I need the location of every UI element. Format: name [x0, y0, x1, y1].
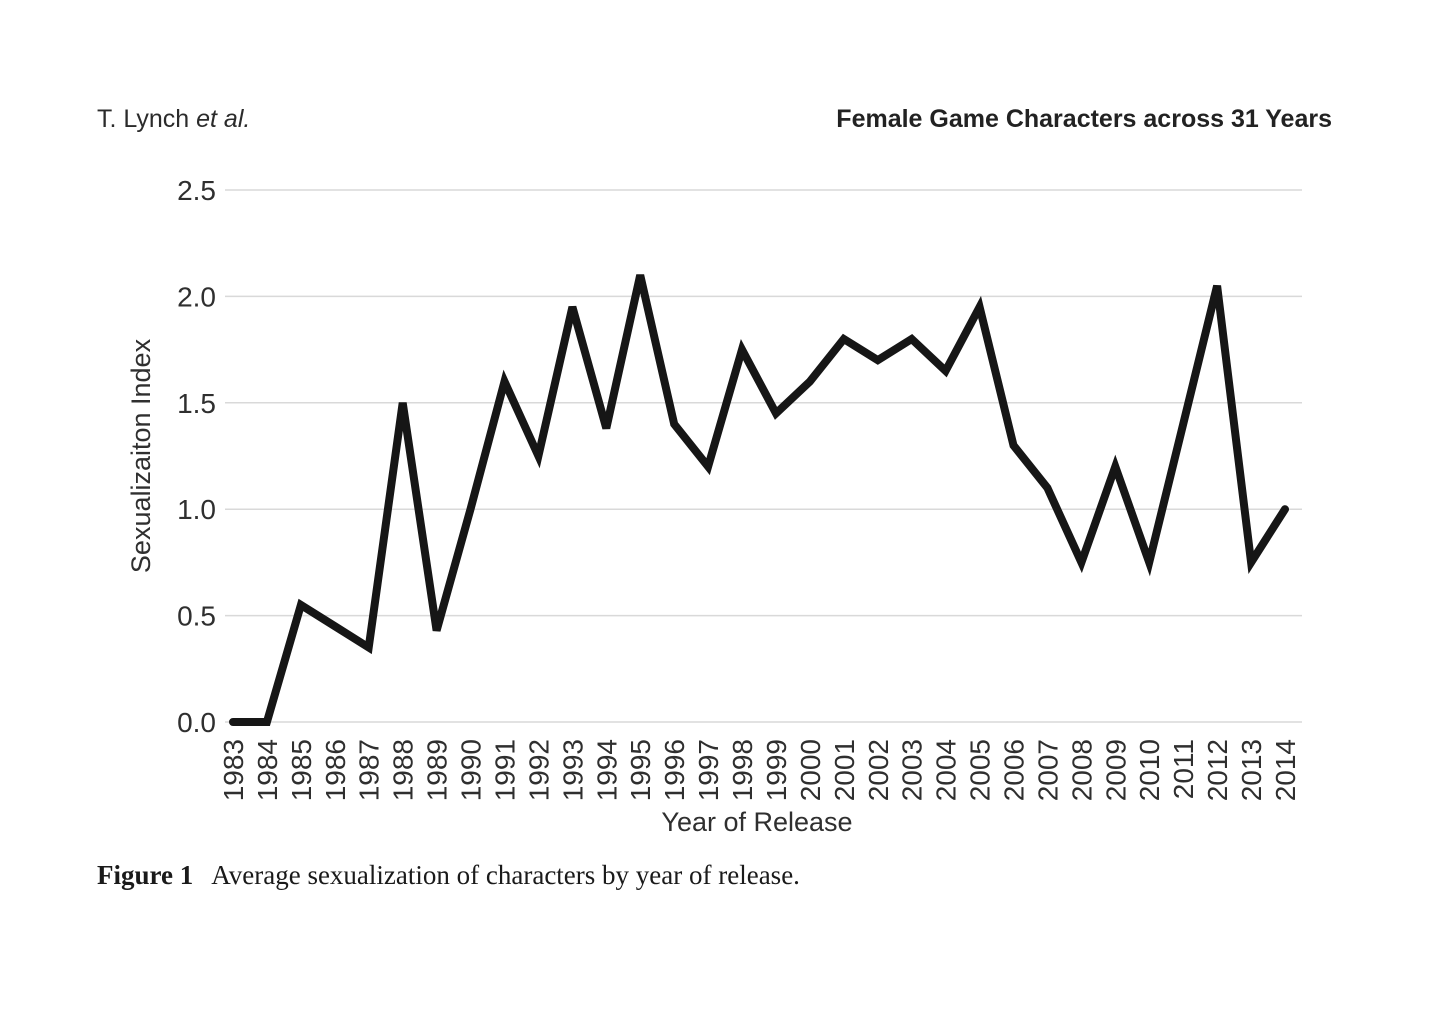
data-line [229, 274, 1289, 726]
author-name: T. Lynch [97, 105, 190, 133]
author-etal: et al. [196, 105, 251, 133]
x-tick-label: 2009 [1100, 739, 1131, 801]
x-tick-label: 2001 [829, 739, 860, 801]
x-tick-label: 1994 [591, 739, 622, 801]
y-tick-label: 0.0 [177, 707, 216, 738]
figure-caption-text: Average sexualization of characters by y… [211, 860, 800, 890]
figure-label: Figure 1 [97, 860, 194, 890]
x-tick-label: 1993 [557, 739, 588, 801]
x-tick-label: 1986 [320, 739, 351, 801]
x-tick-label: 2012 [1202, 739, 1233, 801]
x-tick-label: 2013 [1236, 739, 1267, 801]
x-tick-label: 2005 [965, 739, 996, 801]
x-tick-label: 1985 [286, 739, 317, 801]
y-tick-label: 2.5 [177, 175, 216, 206]
running-head-title: Female Game Characters across 31 Years [836, 105, 1332, 133]
y-tick-label: 1.0 [177, 494, 216, 525]
x-tick-label: 2002 [863, 739, 894, 801]
x-tick-label: 1988 [388, 739, 419, 801]
x-tick-label: 1996 [659, 739, 690, 801]
x-tick-label: 1995 [625, 739, 656, 801]
x-tick-label: 1997 [693, 739, 724, 801]
x-tick-label: 1983 [218, 739, 249, 801]
x-tick-label: 2014 [1270, 739, 1301, 801]
x-tick-label: 2011 [1168, 739, 1199, 799]
x-tick-label: 2010 [1134, 739, 1165, 801]
x-tick-label: 1990 [456, 739, 487, 801]
x-tick-label: 2006 [999, 739, 1030, 801]
x-tick-label: 1984 [252, 739, 283, 801]
x-axis-title: Year of Release [661, 807, 852, 837]
y-tick-label: 2.0 [177, 281, 216, 312]
y-tick-label: 1.5 [177, 388, 216, 419]
x-tick-label: 1991 [489, 739, 520, 801]
x-tick-label: 2003 [897, 739, 928, 801]
x-tick-label: 2004 [931, 739, 962, 801]
x-tick-label: 1999 [761, 739, 792, 801]
running-head-author: T. Lynch et al. [97, 105, 250, 134]
y-tick-label: 0.5 [177, 601, 216, 632]
y-axis-title: Sexualizaiton Index [126, 338, 156, 573]
x-tick-label: 1992 [523, 739, 554, 801]
x-tick-label: 2008 [1066, 739, 1097, 801]
x-tick-label: 1987 [354, 739, 385, 801]
figure-caption: Figure 1 Average sexualization of charact… [97, 860, 800, 891]
x-tick-label: 2007 [1032, 739, 1063, 801]
x-tick-label: 2000 [795, 739, 826, 801]
x-tick-label: 1989 [422, 739, 453, 801]
x-tick-label: 1998 [727, 739, 758, 801]
running-head: T. Lynch et al. Female Game Characters a… [97, 105, 1332, 134]
